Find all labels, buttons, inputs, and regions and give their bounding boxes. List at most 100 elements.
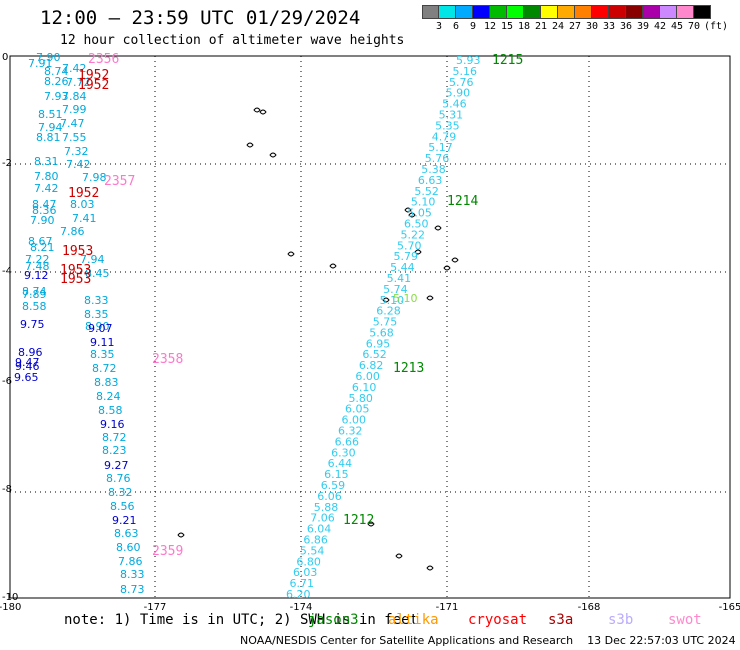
wave-height-value: 8.72 [92,362,117,375]
legend-swatch [592,5,609,19]
wave-height-value: 8.51 [38,108,63,121]
wave-height-value: 5.38 [421,163,446,176]
wave-height-value: 5.54 [300,544,325,557]
legend-tick-label: 42 [653,21,667,32]
legend-tick-label: 3 [435,21,443,32]
wave-height-value: 7.86 [60,225,85,238]
legend-tick-label: 45 [670,21,684,32]
wave-height-value: 6.44 [328,457,353,470]
wave-height-value: 7.55 [62,131,87,144]
wave-height-value: 8.63 [114,527,139,540]
wave-height-value: 7.84 [62,90,87,103]
wave-height-value: 8.35 [90,348,115,361]
pass-time-label: 1213 [393,361,424,376]
legend-tick-label: 6 [452,21,460,32]
wave-height-value: 8.03 [70,198,95,211]
legend-unit: (ft) [703,21,729,32]
wave-height-value: 9.11 [90,336,115,349]
lat-tick-label: -10 [2,592,18,603]
wave-height-value: 5.31 [439,108,464,121]
lon-tick-label: -177 [144,602,167,613]
legend-tick-label: 9 [469,21,477,32]
wave-height-value: 6.95 [366,337,391,350]
wave-height-value: 9.65 [14,371,39,384]
wave-height-value: 6.28 [376,305,401,318]
wave-height-value: 4.79 [432,130,457,143]
legend-swatch [643,5,660,19]
wave-height-value: 7.47 [60,117,85,130]
wave-height-value: 7.48 [25,260,50,273]
wave-height-value: 6.82 [359,359,384,372]
wave-height-value: 7.94 [80,253,105,266]
wave-height-value: 9.75 [20,318,45,331]
lon-tick-label: -180 [0,602,21,613]
pass-time-label: 1953 [60,272,91,287]
wave-height-value: 8.56 [110,500,135,513]
wave-height-value: 6.20 [286,588,311,601]
island-outline [451,257,459,263]
wave-height-value: 5.10 [380,294,405,307]
legend-tick-label: 36 [619,21,633,32]
note-text: note: 1) Time is in UTC; 2) SWH is in fe… [64,612,419,628]
legend-swatch [473,5,490,19]
island-outline [382,297,390,303]
wave-height-value: 7.06 [310,512,335,525]
footer-credit: NOAA/NESDIS Center for Satellite Applica… [240,634,736,647]
wave-height-value: 7.89 [22,288,47,301]
pass-time-label: 2358 [152,352,183,367]
wave-height-value: 6.03 [293,566,318,579]
pass-time-label: 1952 [78,68,109,83]
wave-height-value: 5.79 [394,250,419,263]
legend-swatches [422,5,711,19]
legend-swatch [507,5,524,19]
wave-height-value: 8.31 [34,155,59,168]
lat-tick-label: -2 [2,158,12,169]
lat-tick-label: -4 [2,266,12,277]
legend-tick-label: 24 [551,21,565,32]
legend-swatch [575,5,592,19]
wave-height-value: 5.52 [414,185,439,198]
wave-height-value: 7.80 [34,170,59,183]
legend-tick-label: 27 [568,21,582,32]
island-outline [367,521,375,527]
wave-height-value: 6.00 [342,414,367,427]
wave-height-value: 5.46 [442,98,467,111]
wave-height-value: 9.46 [15,360,40,373]
legend-tick-label: 21 [534,21,548,32]
legend-tick-label: 12 [483,21,497,32]
wave-height-value: 5.74 [383,283,408,296]
island-outline [443,265,451,271]
pass-time-label: 1952 [78,78,109,93]
wave-height-value: 5.16 [453,65,478,78]
wave-height-value: 7.22 [25,253,50,266]
wave-height-value: 7.41 [72,212,97,225]
wave-height-value: 5.41 [387,272,412,285]
wave-height-value: 8.58 [98,404,123,417]
legend-swatch [694,5,711,19]
color-legend: 3 6 9 12 15 18 21 24 27 30 33 36 39 42 45 70 (ft) [422,5,728,33]
legend-swatch [558,5,575,19]
wave-height-value: 6.80 [296,555,321,568]
wave-height-value: 7.90 [30,214,55,227]
island-outline [177,532,185,538]
page-title: 12:00 – 23:59 UTC 01/29/2024 [40,7,361,29]
legend-swatch [524,5,541,19]
wave-height-value: 6.05 [345,403,370,416]
island-outline [434,225,442,231]
wave-height-value: 5.70 [397,239,422,252]
wave-height-value: 7.90 [36,51,61,64]
wave-height-value: 8.67 [28,235,53,248]
legend-labels: 3 6 9 12 15 18 21 24 27 30 33 36 39 42 45 70 (ft) [422,19,728,33]
wave-height-value: 8.76 [106,472,131,485]
wave-height-value: 8.74 [22,285,47,298]
pass-time-label: 2356 [88,52,119,67]
pass-time-label: 1212 [343,513,374,528]
wave-height-value: 7.42 [34,182,59,195]
wave-height-value: 5.90 [446,87,471,100]
legend-swatch [609,5,626,19]
legend-tick-label: 15 [500,21,514,32]
wave-height-value: 6.15 [324,468,349,481]
satellite-key-jason3: jason3 [308,612,359,628]
pass-time-label: 2357 [104,174,135,189]
